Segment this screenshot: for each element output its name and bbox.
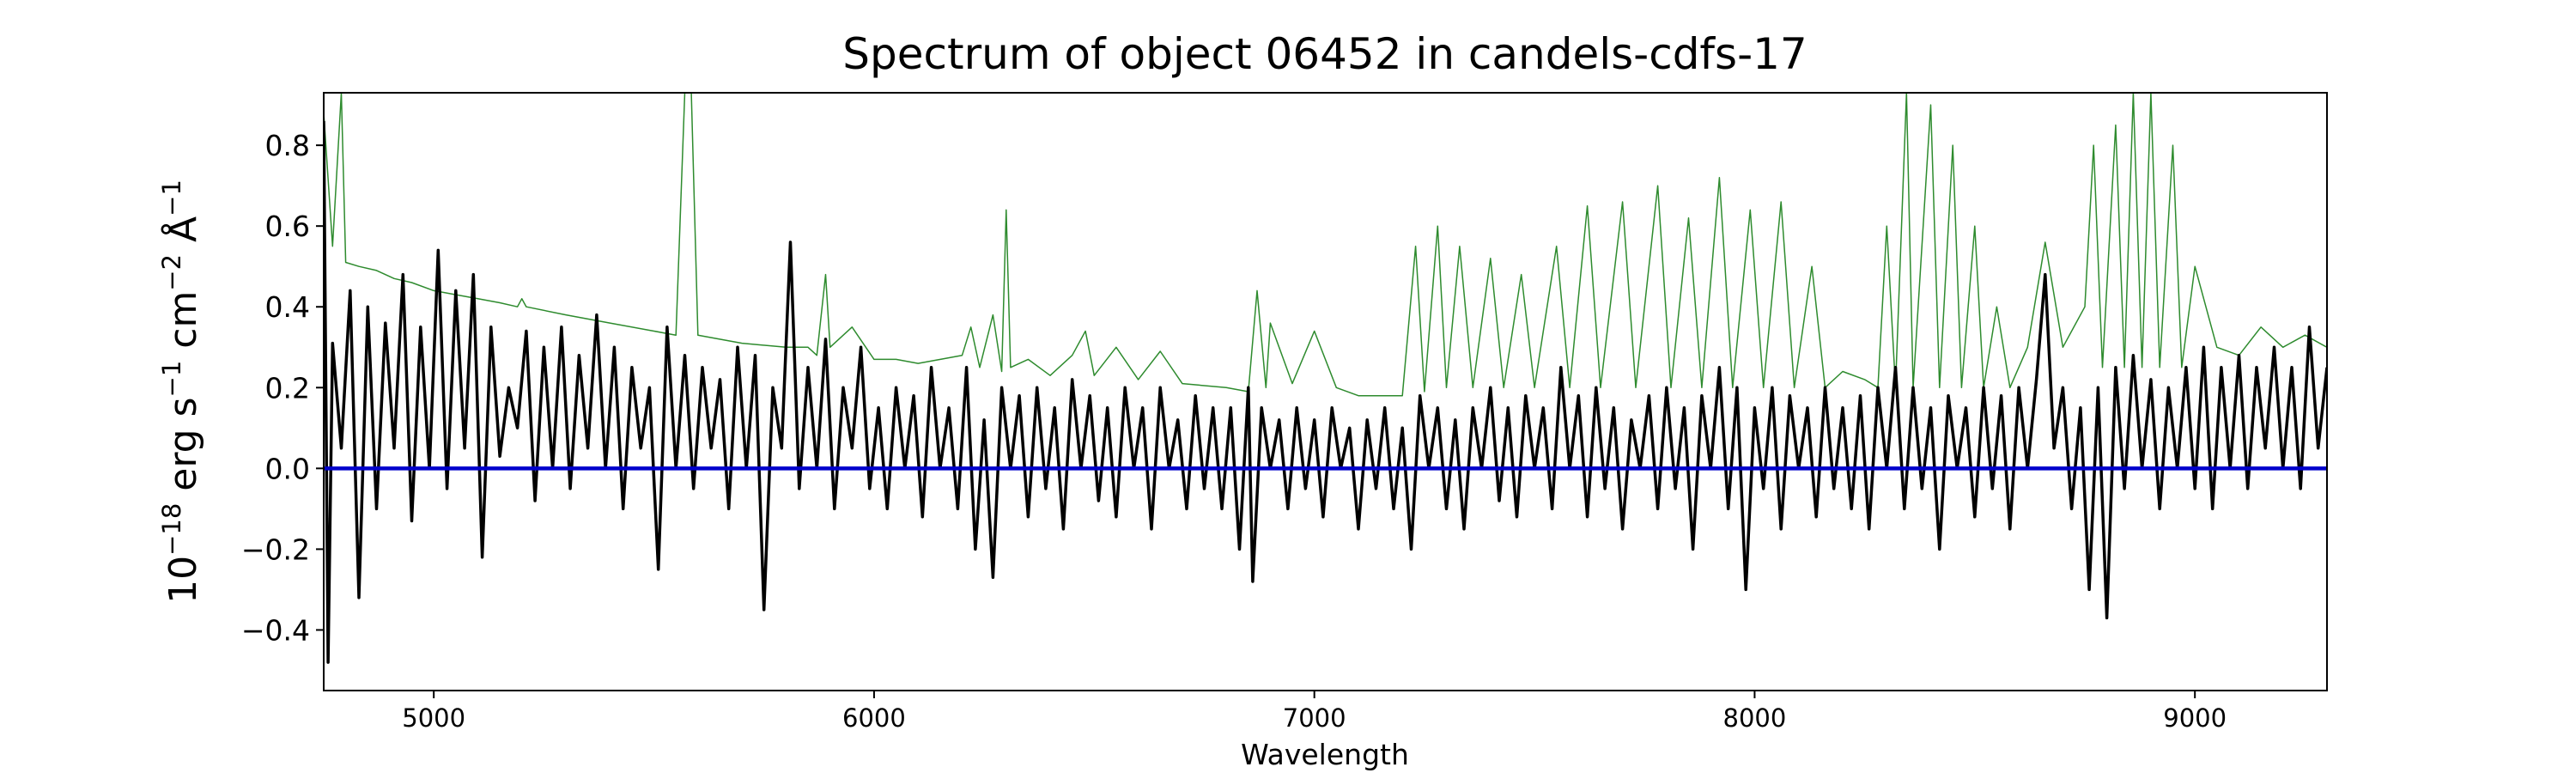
y-tick-label: −0.4: [241, 613, 310, 647]
y-tick-label: 0.6: [265, 210, 310, 243]
y-label-exp-base: −18: [157, 503, 186, 556]
y-tick-label: 0.8: [265, 129, 310, 162]
y-axis-ticks: −0.4 −0.2 0.0 0.2 0.4 0.6 0.8: [241, 129, 324, 647]
series-layer: [324, 93, 2327, 664]
y-label-unit3: Å: [160, 216, 205, 254]
y-label-exp2: −2: [157, 254, 186, 291]
y-axis-label: 10−18 erg s−1 cm−2 Å−1: [157, 180, 205, 604]
y-label-unit2: cm: [161, 291, 205, 361]
x-axis-ticks: 5000 6000 7000 8000 9000: [402, 691, 2227, 733]
plot-frame: [323, 92, 2328, 691]
y-label-exp1: −1: [157, 361, 186, 398]
y-tick-label: 0.2: [265, 371, 310, 405]
chart-title: Spectrum of object 06452 in candels-cdfs…: [842, 29, 1807, 79]
x-axis-label: Wavelength: [1241, 738, 1409, 771]
y-label-base: 10: [161, 556, 205, 604]
x-tick-label: 9000: [2163, 703, 2227, 733]
error-series-line: [324, 93, 2327, 397]
y-tick-label: 0.4: [265, 290, 310, 324]
x-tick-label: 6000: [842, 703, 906, 733]
y-label-unit1: erg s: [161, 397, 205, 502]
x-tick-label: 7000: [1283, 703, 1346, 733]
y-label-exp3: −1: [157, 180, 186, 216]
y-tick-label: −0.2: [241, 533, 310, 566]
y-tick-label: 0.0: [265, 452, 310, 485]
x-tick-label: 5000: [402, 703, 465, 733]
x-tick-label: 8000: [1723, 703, 1787, 733]
flux-series-line: [324, 120, 2327, 664]
